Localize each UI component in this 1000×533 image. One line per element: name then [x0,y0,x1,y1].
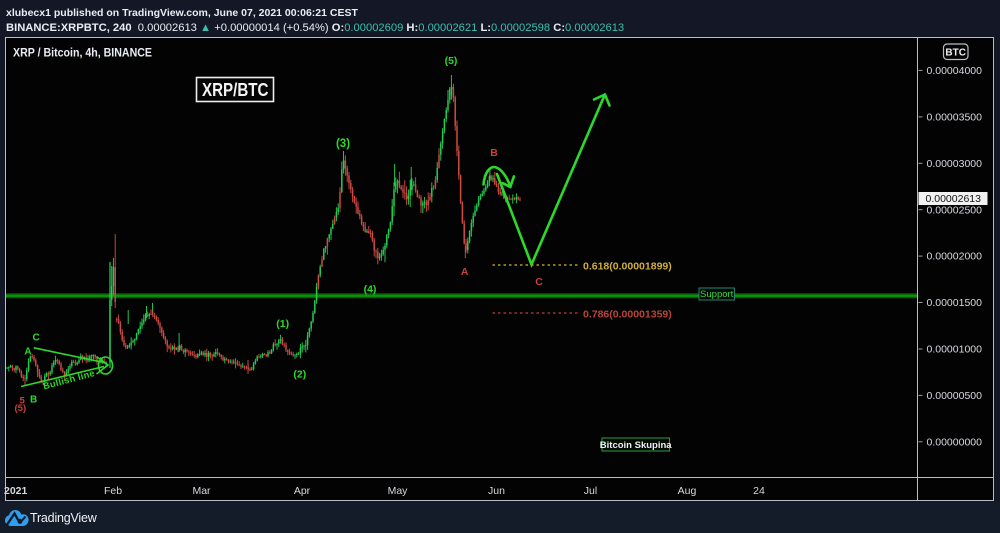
svg-text:24: 24 [753,485,765,497]
svg-text:Mar: Mar [192,485,211,497]
svg-text:(3): (3) [336,138,350,150]
svg-text:0.00002500: 0.00002500 [927,204,983,216]
svg-text:XRP/BTC: XRP/BTC [202,80,269,100]
svg-text:C: C [33,333,40,344]
svg-text:A: A [461,266,469,278]
svg-text:0.00001500: 0.00001500 [927,297,983,309]
svg-text:Jul: Jul [584,485,597,497]
svg-text:0.786(0.00001359): 0.786(0.00001359) [583,308,672,320]
svg-text:B: B [30,394,37,405]
svg-text:0.00000000: 0.00000000 [927,436,983,448]
svg-text:0.00000500: 0.00000500 [927,390,983,402]
svg-text:(4): (4) [364,284,377,296]
svg-text:2021: 2021 [4,485,28,497]
svg-text:A: A [24,347,31,358]
svg-text:0.00003000: 0.00003000 [927,158,983,170]
svg-text:0.00003500: 0.00003500 [927,112,983,124]
svg-text:(1): (1) [276,318,289,330]
svg-text:Support: Support [700,289,734,300]
svg-text:BTC: BTC [945,47,966,58]
svg-text:(5): (5) [15,403,27,414]
svg-text:0.00001000: 0.00001000 [927,344,983,356]
svg-text:0.618(0.00001899): 0.618(0.00001899) [583,261,672,273]
svg-text:C: C [535,276,543,288]
svg-text:Aug: Aug [678,485,697,497]
svg-text:0.00004000: 0.00004000 [927,65,983,77]
svg-text:(5): (5) [445,55,458,67]
svg-text:5: 5 [20,395,26,406]
svg-text:May: May [388,485,409,497]
svg-text:Apr: Apr [294,485,311,497]
svg-text:B: B [490,147,498,159]
svg-text:XRP / Bitcoin, 4h, BINANCE: XRP / Bitcoin, 4h, BINANCE [13,48,152,60]
svg-text:0.00002613: 0.00002613 [926,193,982,205]
svg-text:Feb: Feb [104,485,122,497]
svg-text:Jun: Jun [488,485,505,497]
svg-text:Bitcoin Skupina: Bitcoin Skupina [600,440,673,451]
svg-text:(2): (2) [293,369,306,381]
svg-text:0.00002000: 0.00002000 [927,251,983,263]
